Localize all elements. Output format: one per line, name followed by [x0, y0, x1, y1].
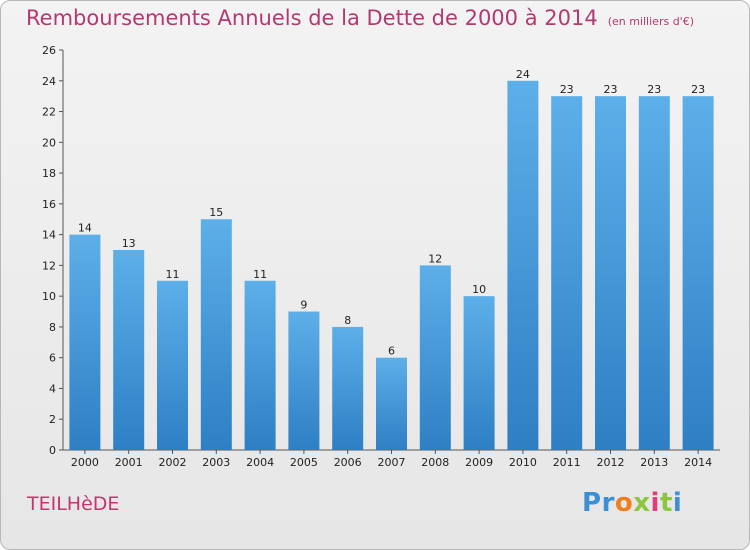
bar-2002	[157, 280, 188, 450]
data-label-2013: 23	[647, 83, 661, 96]
data-label-2009: 10	[472, 283, 486, 296]
y-tick-label: 18	[42, 167, 56, 180]
data-label-2002: 11	[166, 268, 180, 281]
bar-2005	[288, 311, 320, 450]
y-tick-label: 2	[49, 413, 56, 426]
bars	[69, 80, 714, 451]
x-tick-label-2009: 2009	[465, 456, 493, 469]
x-tick-label-2012: 2012	[597, 456, 625, 469]
logo-letter: i	[650, 488, 660, 518]
x-tick-label-2006: 2006	[334, 456, 362, 469]
x-tick-label-2005: 2005	[290, 456, 318, 469]
logo-letter: i	[672, 488, 683, 518]
x-tick-label-2013: 2013	[640, 456, 668, 469]
bar-2007	[376, 357, 407, 450]
x-tick-label-2004: 2004	[246, 456, 274, 469]
x-tick-label-2001: 2001	[115, 456, 143, 469]
data-label-2014: 23	[691, 83, 705, 96]
y-tick-label: 26	[42, 44, 56, 57]
proxiti-logo[interactable]: Proxiti	[582, 488, 682, 518]
logo-letter: t	[659, 488, 673, 518]
y-tick-label: 10	[42, 290, 56, 303]
logo-letter: x	[633, 488, 651, 518]
data-labels: 14 13 11 15 11 9 8 6 12 10 24 23 23 23 23	[78, 68, 705, 358]
data-label-2011: 23	[560, 83, 574, 96]
y-tick-label: 14	[42, 229, 56, 242]
x-tick-label-2011: 2011	[553, 456, 581, 469]
data-label-2008: 12	[428, 252, 442, 265]
x-tick-label-2014: 2014	[684, 456, 712, 469]
x-tick-label-2007: 2007	[378, 456, 406, 469]
data-label-2004: 11	[253, 268, 267, 281]
y-tick-label: 24	[42, 75, 56, 88]
y-tick-label: 12	[42, 259, 56, 272]
x-tick-label-2008: 2008	[421, 456, 449, 469]
data-label-2010: 24	[516, 68, 530, 81]
data-label-2001: 13	[122, 237, 136, 250]
x-axis: 2000 2001 2002 2003 2004 2005 2006 2007 2008 2009…	[63, 449, 720, 469]
y-tick-label: 6	[49, 352, 56, 365]
chart-title: Remboursements Annuels de la Dette de 20…	[26, 6, 694, 30]
y-tick-label: 4	[49, 382, 56, 395]
data-label-2012: 23	[604, 83, 618, 96]
bar-2001	[113, 250, 145, 450]
bar-2010	[507, 80, 539, 451]
logo-letter: o	[614, 488, 634, 518]
y-tick-label: 8	[49, 321, 56, 334]
y-tick-label: 0	[49, 444, 56, 457]
data-label-2003: 15	[209, 206, 223, 219]
logo-letter: r	[601, 488, 615, 518]
chart-unit-note: (en milliers d'€)	[607, 15, 694, 28]
data-label-2000: 14	[78, 222, 92, 235]
bar-2008	[419, 265, 451, 450]
chart-title-main: Remboursements Annuels de la Dette de 20…	[26, 6, 598, 30]
y-tick-label: 16	[42, 198, 56, 211]
logo-letter: P	[582, 488, 602, 518]
bar-2004	[244, 280, 276, 450]
data-label-2005: 9	[300, 299, 307, 312]
bar-2012	[595, 96, 626, 451]
bar-2006	[332, 326, 364, 450]
data-label-2006: 8	[344, 314, 351, 327]
bar-2013	[638, 96, 670, 451]
x-tick-label-2000: 2000	[71, 456, 99, 469]
y-tick-label: 22	[42, 106, 56, 119]
x-tick-label-2010: 2010	[509, 456, 537, 469]
x-tick-label-2002: 2002	[159, 456, 187, 469]
x-tick-label-2003: 2003	[202, 456, 230, 469]
data-label-2007: 6	[388, 345, 395, 358]
bar-2009	[463, 296, 495, 450]
commune-name: TEILHèDE	[27, 493, 120, 515]
bar-2014	[682, 96, 714, 451]
bar-2003	[200, 219, 232, 450]
bar-2000	[69, 234, 101, 450]
bar-2011	[551, 96, 583, 451]
y-tick-label: 20	[42, 136, 56, 149]
